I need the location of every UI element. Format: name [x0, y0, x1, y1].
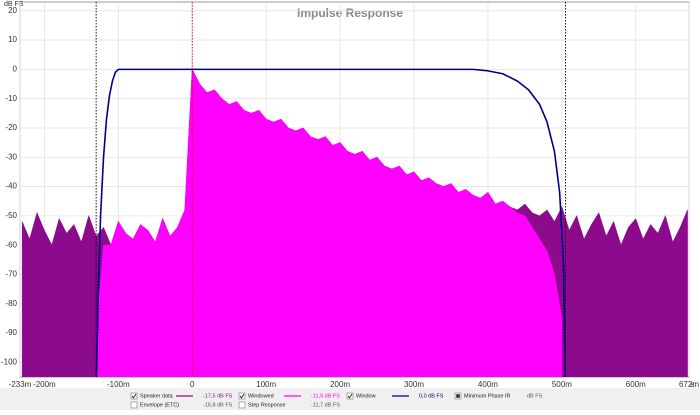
legend-label: Envelope (ETC)	[140, 402, 179, 408]
x-tick-label: 672m	[679, 380, 699, 389]
y-tick-label: 20	[8, 6, 17, 15]
series-line	[95, 68, 567, 377]
legend-label: Window	[356, 393, 376, 399]
legend-check	[347, 393, 353, 399]
y-tick-label: -30	[5, 152, 17, 161]
y-tick-label: -10	[5, 94, 17, 103]
legend-checkbox[interactable]	[130, 401, 138, 409]
plot-marks	[21, 2, 688, 377]
y-tick-label: 10	[8, 35, 17, 44]
y-tick-label: -50	[5, 211, 17, 220]
legend-label: Minimum Phase IR	[464, 393, 510, 399]
x-tick-label: 300m	[404, 380, 424, 389]
legend-reading: dB FS	[527, 393, 543, 399]
legend: Speaker data -17,5 dB FS Windowed -11,5 dB …	[130, 392, 543, 409]
legend-label: Speaker data	[140, 393, 174, 399]
series-area	[95, 68, 563, 377]
legend-reading: -11,5 dB FS	[311, 393, 340, 399]
legend-reading: 0,0 dB FS	[419, 393, 444, 399]
chart-title: Impulse Response	[297, 6, 403, 20]
legend-check	[239, 393, 245, 399]
legend-checkbox[interactable]	[130, 392, 138, 400]
x-tick-label: 500m	[552, 380, 572, 389]
y-tick-label: -40	[5, 182, 17, 191]
legend-checkbox[interactable]	[238, 392, 246, 400]
legend-reading: -16,8 dB FS	[203, 402, 233, 408]
legend-reading: -17,5 dB FS	[203, 393, 233, 399]
y-tick-label: -90	[5, 328, 17, 337]
legend-reading: -11,7 dB FS	[311, 402, 340, 408]
legend-label: Step Response	[248, 402, 286, 408]
x-unit: s	[690, 380, 694, 389]
x-tick-label: 200m	[330, 380, 350, 389]
x-tick-label: -100m	[107, 380, 130, 389]
x-tick-label: -200m	[33, 380, 56, 389]
x-tick-label: 100m	[256, 380, 276, 389]
legend-check	[131, 393, 137, 399]
legend-checkbox[interactable]	[346, 392, 354, 400]
y-tick-label: -20	[5, 123, 17, 132]
y-tick-label: -100	[1, 357, 18, 366]
legend-checkbox[interactable]	[238, 401, 246, 409]
y-tick-label: 0	[13, 64, 18, 73]
x-tick-label: 600m	[626, 380, 646, 389]
x-tick-label: 400m	[478, 380, 498, 389]
x-tick-label: 0	[190, 380, 195, 389]
x-tick-label: -233m	[9, 380, 32, 389]
y-tick-label: -60	[5, 240, 17, 249]
legend-label: Windowed	[248, 393, 274, 399]
y-axis-label: dB FS	[4, 1, 24, 8]
legend-check	[456, 394, 460, 398]
y-tick-label: -70	[5, 270, 17, 279]
y-tick-label: -80	[5, 299, 17, 308]
